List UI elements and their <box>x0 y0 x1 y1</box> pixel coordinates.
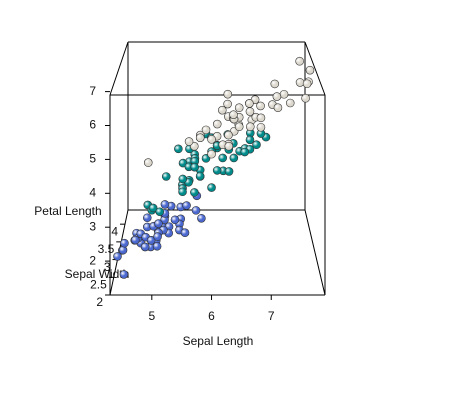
x-axis-label: Sepal Length <box>183 334 254 348</box>
point <box>113 252 122 261</box>
point <box>170 215 180 225</box>
point <box>195 133 205 143</box>
box-edge <box>109 41 129 96</box>
point <box>256 101 265 111</box>
point <box>305 65 315 75</box>
z-tick-label: 2 <box>89 253 96 267</box>
point <box>184 137 194 146</box>
y-tick-label: 2.5 <box>90 277 107 291</box>
point <box>212 166 222 175</box>
point <box>161 172 171 181</box>
point <box>191 206 201 215</box>
point <box>148 203 158 213</box>
point <box>256 113 266 123</box>
point <box>207 149 216 159</box>
z-tick-label: 7 <box>89 84 96 98</box>
box-edge <box>304 41 326 96</box>
y-tick-label: 3 <box>104 260 111 274</box>
point <box>245 107 255 116</box>
point <box>155 207 165 217</box>
point <box>295 78 305 87</box>
point <box>218 153 228 163</box>
point <box>154 219 163 228</box>
point <box>252 140 261 150</box>
point <box>178 187 187 197</box>
y-tick-label: 2 <box>96 295 103 309</box>
point <box>245 99 254 108</box>
z-tick-label: 4 <box>89 185 96 199</box>
z-tick-label: 5 <box>89 152 96 166</box>
point <box>207 183 216 192</box>
x-tick-label: 5 <box>148 309 155 323</box>
point <box>229 110 238 119</box>
point <box>118 245 128 255</box>
point <box>245 135 255 145</box>
point <box>224 167 234 176</box>
point <box>234 103 244 113</box>
point <box>178 174 188 184</box>
point <box>207 135 216 144</box>
point <box>285 98 295 108</box>
point <box>142 213 152 223</box>
point <box>279 89 289 99</box>
point <box>201 125 211 135</box>
point <box>197 213 206 223</box>
point <box>153 232 162 241</box>
point <box>131 235 140 245</box>
point <box>256 122 266 132</box>
point <box>273 103 283 113</box>
x-tick-label: 7 <box>268 309 275 323</box>
point <box>302 79 312 89</box>
point <box>245 122 255 132</box>
point <box>224 141 234 151</box>
point <box>140 242 150 252</box>
point <box>212 119 222 129</box>
x-tick-label: 6 <box>208 309 215 323</box>
z-axis-label: Petal Length <box>34 204 101 218</box>
point <box>270 79 280 89</box>
point <box>229 153 239 163</box>
point <box>182 201 191 210</box>
point <box>195 171 205 181</box>
point <box>174 144 183 154</box>
point <box>301 93 310 103</box>
point <box>190 188 199 197</box>
point <box>217 105 227 115</box>
point <box>146 236 156 245</box>
box-edge <box>304 209 326 296</box>
point <box>119 270 129 279</box>
point <box>223 99 232 109</box>
point <box>224 130 233 140</box>
y-tick-label: 4 <box>111 224 118 238</box>
point <box>295 56 304 66</box>
point <box>223 89 233 99</box>
y-tick-label: 3.5 <box>98 242 115 256</box>
point <box>152 241 162 251</box>
point <box>272 92 282 101</box>
point <box>143 158 153 167</box>
point <box>120 238 129 248</box>
point <box>180 228 190 238</box>
point <box>234 122 244 132</box>
point <box>240 147 250 157</box>
point <box>160 200 170 209</box>
z-tick-label: 3 <box>89 219 96 233</box>
point <box>190 162 199 172</box>
z-tick-label: 6 <box>89 118 96 132</box>
